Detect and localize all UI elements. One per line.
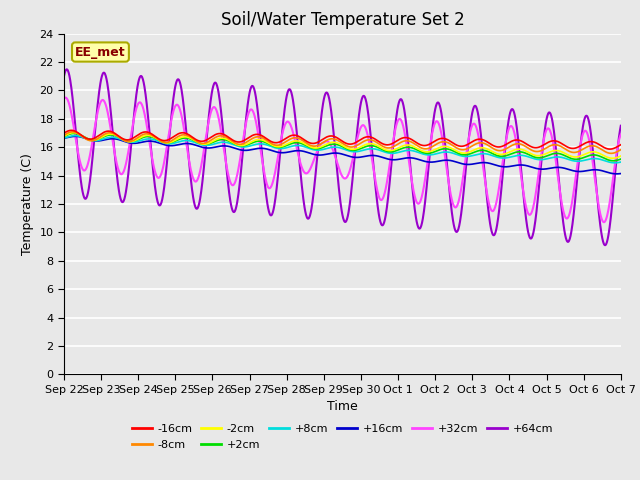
-2cm [70, 130, 77, 135]
+2cm [428, 150, 436, 156]
+64cm [601, 242, 609, 248]
+32cm [292, 144, 300, 150]
-2cm [60, 133, 68, 139]
+8cm [60, 135, 68, 141]
+64cm [292, 126, 300, 132]
-2cm [520, 147, 527, 153]
+16cm [279, 150, 287, 156]
-16cm [520, 139, 527, 145]
-2cm [617, 153, 625, 159]
-8cm [568, 149, 575, 155]
+8cm [568, 157, 575, 163]
+16cm [72, 133, 79, 139]
+2cm [568, 156, 575, 161]
+64cm [568, 227, 575, 232]
+64cm [184, 140, 191, 146]
+64cm [520, 195, 527, 201]
-2cm [279, 143, 287, 149]
+8cm [617, 159, 625, 165]
+8cm [71, 133, 79, 139]
+32cm [60, 96, 68, 102]
-2cm [428, 148, 436, 154]
-16cm [617, 142, 625, 148]
-16cm [184, 131, 191, 137]
+64cm [60, 73, 68, 79]
-16cm [279, 137, 287, 143]
+32cm [568, 201, 575, 207]
+64cm [63, 66, 70, 72]
-16cm [292, 132, 300, 138]
+2cm [70, 131, 78, 136]
+16cm [60, 135, 68, 141]
+8cm [279, 145, 287, 151]
-16cm [67, 128, 75, 133]
Line: -16cm: -16cm [64, 131, 621, 149]
Legend: -16cm, -8cm, -2cm, +2cm, +8cm, +16cm, +32cm, +64cm: -16cm, -8cm, -2cm, +2cm, +8cm, +16cm, +3… [127, 420, 557, 454]
+64cm [279, 122, 287, 128]
+2cm [520, 150, 527, 156]
+16cm [184, 141, 191, 146]
+8cm [428, 152, 436, 157]
-8cm [292, 135, 300, 141]
+8cm [520, 153, 527, 158]
+2cm [292, 140, 300, 145]
+8cm [184, 138, 191, 144]
+32cm [520, 192, 527, 197]
Line: +16cm: +16cm [64, 136, 621, 174]
-8cm [607, 150, 615, 156]
-8cm [68, 129, 76, 135]
+16cm [568, 168, 575, 173]
-8cm [60, 132, 68, 138]
Line: +2cm: +2cm [64, 133, 621, 161]
-8cm [428, 144, 436, 150]
+8cm [611, 160, 618, 166]
+32cm [61, 95, 69, 100]
-16cm [428, 140, 436, 145]
Title: Soil/Water Temperature Set 2: Soil/Water Temperature Set 2 [221, 11, 464, 29]
Line: +64cm: +64cm [64, 69, 621, 245]
+32cm [184, 147, 191, 153]
-16cm [606, 146, 614, 152]
-8cm [279, 141, 287, 146]
Y-axis label: Temperature (C): Temperature (C) [20, 153, 34, 255]
-8cm [520, 143, 527, 148]
-2cm [609, 156, 616, 161]
-8cm [617, 147, 625, 153]
+16cm [612, 171, 620, 177]
Text: EE_met: EE_met [75, 46, 126, 59]
+2cm [617, 156, 625, 162]
X-axis label: Time: Time [327, 400, 358, 413]
Line: -8cm: -8cm [64, 132, 621, 153]
+2cm [184, 135, 191, 141]
+32cm [428, 131, 436, 136]
+32cm [279, 129, 287, 134]
Line: +8cm: +8cm [64, 136, 621, 163]
+2cm [609, 158, 617, 164]
-16cm [568, 145, 575, 151]
+64cm [428, 128, 436, 134]
-2cm [184, 134, 191, 140]
+2cm [279, 144, 287, 150]
+32cm [600, 219, 607, 225]
+2cm [60, 133, 68, 139]
Line: -2cm: -2cm [64, 132, 621, 158]
+16cm [617, 171, 625, 177]
+16cm [520, 162, 527, 168]
-16cm [60, 130, 68, 136]
+8cm [292, 143, 300, 148]
+32cm [617, 132, 625, 138]
Line: +32cm: +32cm [64, 97, 621, 222]
+16cm [428, 159, 436, 165]
+64cm [617, 123, 625, 129]
-2cm [568, 154, 575, 159]
+16cm [292, 148, 300, 154]
-2cm [292, 138, 300, 144]
-8cm [184, 132, 191, 138]
